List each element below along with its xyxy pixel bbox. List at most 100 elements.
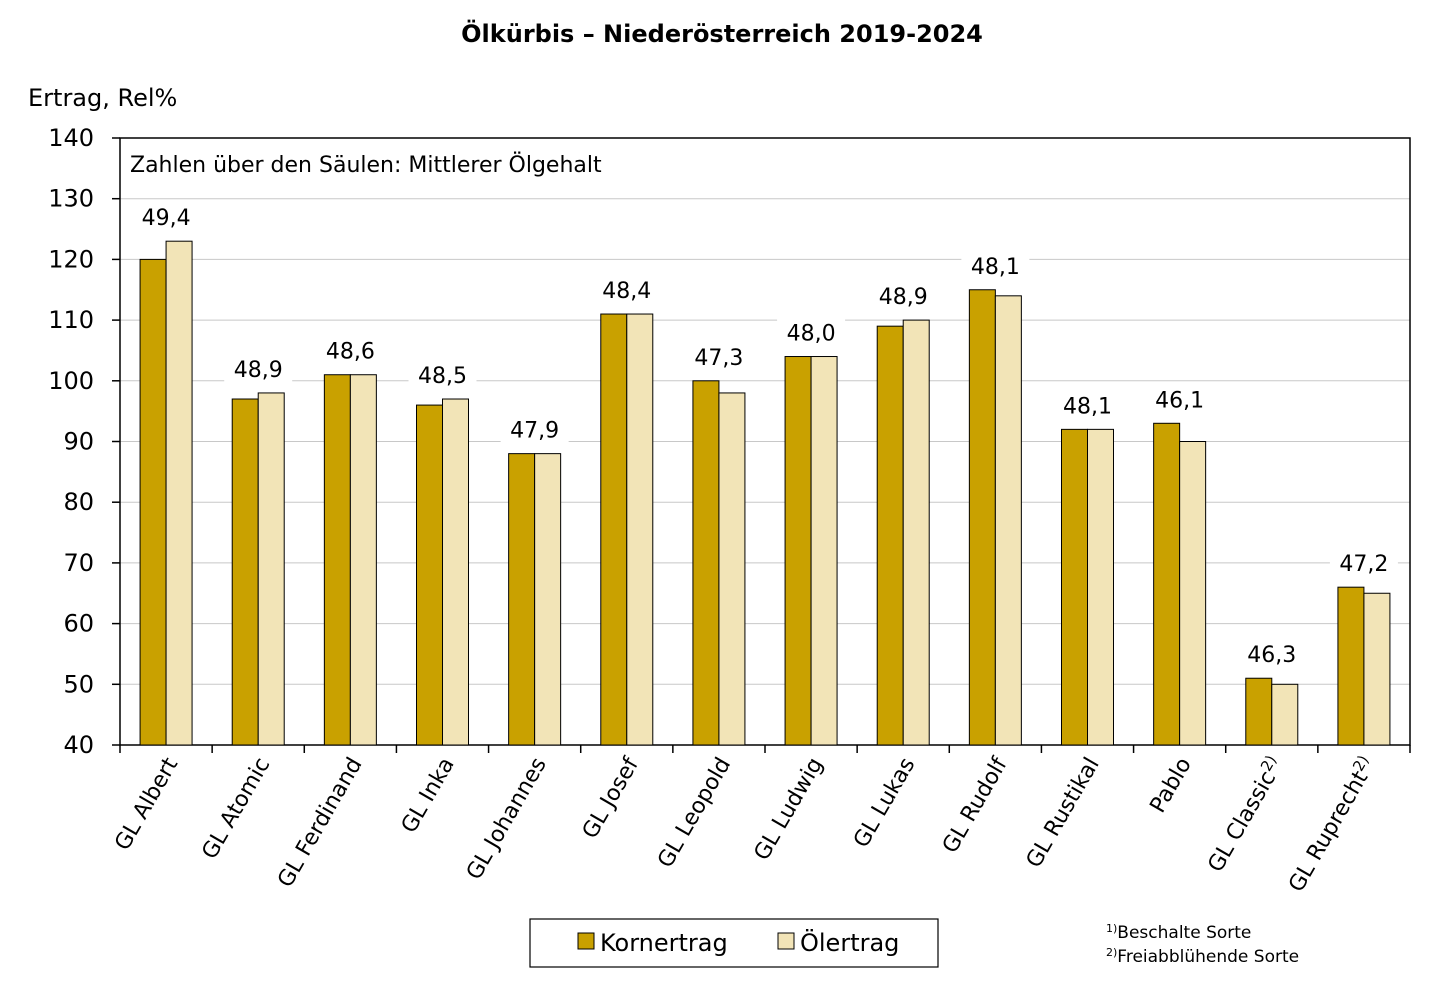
y-tick-label: 140 bbox=[48, 124, 94, 152]
bar-kornertrag-9 bbox=[968, 289, 996, 746]
bar-kornertrag-4 bbox=[508, 453, 536, 746]
category-name: GL Classic bbox=[1203, 767, 1281, 877]
data-label-bg bbox=[592, 274, 661, 307]
legend-swatch-kornertrag bbox=[577, 932, 595, 950]
footnote-1-sup: 1) bbox=[1106, 922, 1117, 935]
bar-lertrag-12 bbox=[1271, 683, 1299, 746]
data-label: 47,2 bbox=[1339, 552, 1388, 577]
y-axis: 40 50 60 70 80 90 100 110 120 130 140 bbox=[48, 124, 120, 759]
bar-kornertrag-13 bbox=[1337, 586, 1365, 746]
category-name: GL Rudolf bbox=[938, 752, 1013, 857]
y-tick-label: 50 bbox=[63, 670, 94, 698]
data-label-bg bbox=[316, 334, 385, 367]
bar-kornertrag-1 bbox=[231, 398, 259, 746]
bar-lertrag-0 bbox=[165, 240, 193, 746]
data-label: 48,4 bbox=[602, 279, 651, 304]
category-label: GL Albert bbox=[110, 753, 183, 855]
footnote-1-text: Beschalte Sorte bbox=[1117, 923, 1251, 943]
category-name: GL Atomic bbox=[197, 754, 275, 864]
bar-kornertrag-5 bbox=[600, 313, 628, 746]
data-label: 47,9 bbox=[510, 419, 559, 444]
footnote-1: 1)Beschalte Sorte bbox=[1106, 922, 1251, 943]
data-label-bg bbox=[500, 413, 569, 446]
category-name: GL Ferdinand bbox=[273, 754, 367, 892]
category-name: GL Lukas bbox=[849, 754, 920, 853]
chart-annotation: Zahlen über den Säulen: Mittlerer Ölgeha… bbox=[130, 152, 602, 178]
data-label: 46,3 bbox=[1247, 643, 1296, 668]
y-tick-label: 70 bbox=[63, 549, 94, 577]
y-tick-label: 40 bbox=[63, 731, 94, 759]
legend-label-oelertrag: Ölertrag bbox=[800, 928, 899, 957]
bar-lertrag-6 bbox=[718, 392, 746, 746]
category-label: GL Rudolf bbox=[938, 752, 1013, 857]
data-labels: 49,4 48,9 48,6 48,5 47,9 48,4 47,3 48,0 48,9 48,1… bbox=[132, 201, 1398, 671]
legend-box bbox=[529, 918, 939, 968]
bar-lertrag-10 bbox=[1087, 428, 1114, 746]
category-label: Pablo bbox=[1146, 754, 1197, 818]
data-label-bg bbox=[132, 201, 201, 234]
data-label: 48,1 bbox=[1063, 394, 1112, 419]
legend: Kornertrag Ölertrag bbox=[529, 918, 939, 968]
legend-label-kornertrag: Kornertrag bbox=[600, 929, 728, 957]
bar-lertrag-9 bbox=[994, 295, 1022, 746]
category-label: GL Rustikal bbox=[1022, 754, 1105, 873]
bar-kornertrag-10 bbox=[1061, 428, 1088, 746]
data-label: 48,0 bbox=[787, 322, 836, 347]
category-name: Pablo bbox=[1146, 754, 1197, 818]
data-label-bg bbox=[1237, 638, 1306, 671]
footnotes: 1)Beschalte Sorte 2)Freiabblühende Sorte bbox=[1106, 922, 1299, 967]
category-name: GL Ludwig bbox=[750, 754, 829, 865]
category-name: GL Johannes bbox=[462, 754, 552, 885]
category-name: GL Leopold bbox=[653, 754, 736, 873]
bar-kornertrag-3 bbox=[416, 404, 443, 746]
category-label: GL Josef bbox=[578, 752, 645, 843]
category-name: GL Josef bbox=[578, 752, 645, 843]
bar-kornertrag-8 bbox=[876, 325, 904, 746]
data-label-bg bbox=[777, 316, 846, 349]
data-label-bg bbox=[961, 249, 1030, 282]
gridlines bbox=[120, 198, 1410, 685]
footnote-2-text: Freiabblühende Sorte bbox=[1117, 947, 1299, 967]
data-label: 48,9 bbox=[879, 285, 928, 310]
data-label-bg bbox=[1329, 547, 1398, 580]
footnote-2: 2)Freiabblühende Sorte bbox=[1106, 946, 1299, 967]
y-tick-label: 110 bbox=[48, 306, 94, 334]
y-tick-label: 130 bbox=[48, 185, 94, 213]
bar-kornertrag-2 bbox=[323, 374, 351, 746]
bars bbox=[139, 240, 1391, 746]
category-label: GL Ludwig bbox=[750, 754, 829, 865]
data-label-bg bbox=[1145, 383, 1214, 416]
bar-lertrag-3 bbox=[442, 398, 469, 746]
category-name: GL Inka bbox=[397, 754, 460, 838]
bar-kornertrag-6 bbox=[692, 380, 720, 746]
data-label-bg bbox=[1053, 389, 1122, 422]
category-label: GL Atomic bbox=[197, 754, 275, 864]
bar-lertrag-4 bbox=[534, 453, 562, 746]
y-tick-label: 120 bbox=[48, 245, 94, 273]
bar-lertrag-5 bbox=[626, 313, 654, 746]
category-label: GL Classic2) bbox=[1201, 752, 1289, 877]
category-name: GL Rustikal bbox=[1022, 754, 1105, 873]
data-label: 49,4 bbox=[142, 206, 191, 231]
data-label-bg bbox=[684, 340, 753, 373]
footnote-2-sup: 2) bbox=[1106, 946, 1117, 959]
category-name: GL Ruprecht bbox=[1284, 767, 1373, 897]
bar-kornertrag-12 bbox=[1245, 677, 1273, 746]
legend-swatch-oelertrag bbox=[777, 932, 795, 950]
bar-lertrag-1 bbox=[257, 392, 285, 746]
data-label: 48,1 bbox=[971, 255, 1020, 280]
category-label: GL Johannes bbox=[462, 754, 552, 885]
data-label: 48,6 bbox=[326, 340, 375, 365]
bar-lertrag-8 bbox=[902, 319, 930, 746]
data-label-bg bbox=[224, 352, 293, 385]
category-name: GL Albert bbox=[110, 753, 183, 855]
data-label: 46,1 bbox=[1155, 388, 1204, 413]
category-label: GL Ferdinand bbox=[273, 754, 367, 892]
data-label-bg bbox=[408, 359, 477, 392]
data-label: 47,3 bbox=[694, 346, 743, 371]
category-label: GL Leopold bbox=[653, 754, 736, 873]
y-tick-label: 100 bbox=[48, 367, 94, 395]
bar-lertrag-13 bbox=[1363, 592, 1391, 746]
